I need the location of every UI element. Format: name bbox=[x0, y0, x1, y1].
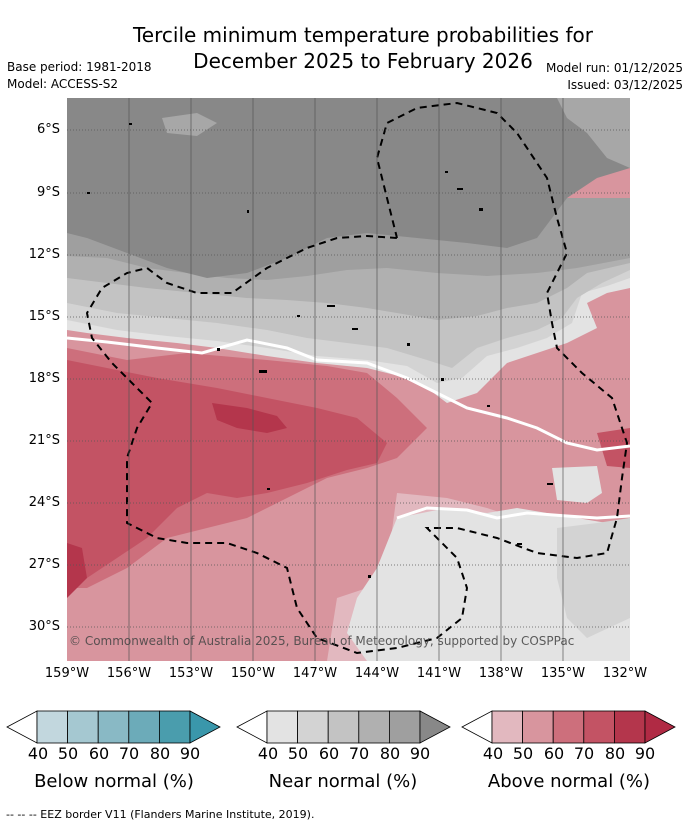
near-normal-legend-title: Near normal (%) bbox=[268, 771, 418, 792]
lon-label: 132°W bbox=[602, 666, 648, 681]
lat-label: 21°S bbox=[28, 433, 60, 448]
map-title: Tercile minimum temperature probabilitie… bbox=[0, 22, 690, 74]
below-swatch-40 bbox=[36, 710, 69, 744]
below-tick: 90 bbox=[179, 744, 201, 763]
near-swatch-60 bbox=[327, 710, 360, 744]
below-swatch-70 bbox=[128, 710, 160, 744]
below-tick: 70 bbox=[118, 744, 140, 763]
model-name: Model: ACCESS-S2 bbox=[7, 77, 119, 91]
lon-label: 156°W bbox=[106, 666, 152, 681]
below-tick: 40 bbox=[27, 744, 49, 763]
above-swatch-50 bbox=[522, 710, 554, 744]
near-tick: 80 bbox=[379, 744, 401, 763]
lat-label: 18°S bbox=[28, 371, 60, 386]
title-line-1: Tercile minimum temperature probabilitie… bbox=[132, 23, 594, 47]
below-tick: 60 bbox=[88, 744, 110, 763]
lon-label: 150°W bbox=[230, 666, 276, 681]
map-canvas bbox=[67, 98, 630, 661]
legend-colorbars bbox=[6, 710, 676, 744]
model-run: Model run: 01/12/2025 bbox=[545, 61, 683, 75]
above-80-region bbox=[67, 360, 387, 583]
above-swatch-40 bbox=[491, 710, 524, 744]
above-tick: 40 bbox=[482, 744, 504, 763]
probability-map[interactable] bbox=[67, 98, 630, 661]
graticule bbox=[67, 129, 630, 628]
tercile-boundary-south bbox=[396, 506, 630, 520]
meta-right: Model run: 01/12/2025 Issued: 03/12/2025 bbox=[546, 60, 683, 94]
above-normal-colorbar bbox=[461, 710, 676, 744]
above-tick: 60 bbox=[543, 744, 565, 763]
below-swatch-90 bbox=[189, 710, 221, 744]
lon-label: 135°W bbox=[540, 666, 586, 681]
above-swatch-70 bbox=[583, 710, 615, 744]
near-80-northeast bbox=[557, 98, 630, 168]
near-swatch-90 bbox=[419, 710, 451, 744]
above-tick: 90 bbox=[634, 744, 656, 763]
lat-label: 30°S bbox=[28, 619, 60, 634]
below-tick: 50 bbox=[57, 744, 79, 763]
below-normal-legend-title: Below normal (%) bbox=[34, 771, 194, 792]
below-swatch-60 bbox=[97, 710, 130, 744]
near-swatch-40 bbox=[266, 710, 299, 744]
below-normal-colorbar bbox=[6, 710, 221, 744]
lon-label: 141°W bbox=[416, 666, 462, 681]
near-swatch-80 bbox=[388, 710, 421, 744]
below-swatch-50 bbox=[67, 710, 99, 744]
above-90-region bbox=[212, 403, 287, 433]
eez-border bbox=[85, 101, 629, 655]
lon-label: 138°W bbox=[478, 666, 524, 681]
lon-label: 144°W bbox=[354, 666, 400, 681]
near-south-east-50 bbox=[557, 518, 630, 638]
near-tick: 70 bbox=[348, 744, 370, 763]
lat-label: 24°S bbox=[28, 495, 60, 510]
lat-label: 15°S bbox=[28, 309, 60, 324]
near-tick: 90 bbox=[409, 744, 431, 763]
lat-label: 9°S bbox=[36, 185, 60, 200]
above-swatch-90 bbox=[644, 710, 676, 744]
near-90-region bbox=[67, 98, 630, 278]
above-swatch-80 bbox=[614, 710, 646, 744]
above-swatch-60 bbox=[552, 710, 585, 744]
near-tick: 50 bbox=[287, 744, 309, 763]
lon-label: 159°W bbox=[44, 666, 90, 681]
lat-label: 12°S bbox=[28, 247, 60, 262]
near-patch-east bbox=[552, 466, 602, 503]
below-tick: 80 bbox=[149, 744, 171, 763]
eez-footnote: -- -- -- EEZ border V11 (Flanders Marine… bbox=[6, 808, 315, 821]
near-tick: 40 bbox=[257, 744, 279, 763]
copyright-notice: © Commonwealth of Australia 2025, Bureau… bbox=[69, 634, 575, 648]
lat-label: 27°S bbox=[28, 557, 60, 572]
lon-label: 147°W bbox=[292, 666, 338, 681]
near-swatch-70 bbox=[358, 710, 390, 744]
lon-label: 153°W bbox=[168, 666, 214, 681]
title-line-2: December 2025 to February 2026 bbox=[193, 49, 533, 73]
base-period: Base period: 1981-2018 bbox=[7, 60, 152, 74]
near-normal-colorbar bbox=[236, 710, 451, 744]
above-normal-legend-title: Above normal (%) bbox=[487, 771, 651, 792]
below-swatch-80 bbox=[158, 710, 191, 744]
near-tick: 60 bbox=[318, 744, 340, 763]
issued-date: Issued: 03/12/2025 bbox=[567, 78, 683, 92]
lat-label: 6°S bbox=[36, 122, 60, 137]
near-swatch-50 bbox=[297, 710, 329, 744]
above-tick: 70 bbox=[573, 744, 595, 763]
above-90-region-south bbox=[67, 543, 87, 598]
tercile-boundary-line bbox=[67, 336, 630, 452]
island-markers bbox=[87, 123, 553, 578]
above-tick: 50 bbox=[512, 744, 534, 763]
above-tick: 80 bbox=[604, 744, 626, 763]
graticule-meridians bbox=[128, 98, 564, 661]
meta-left: Base period: 1981-2018 Model: ACCESS-S2 bbox=[7, 59, 152, 93]
